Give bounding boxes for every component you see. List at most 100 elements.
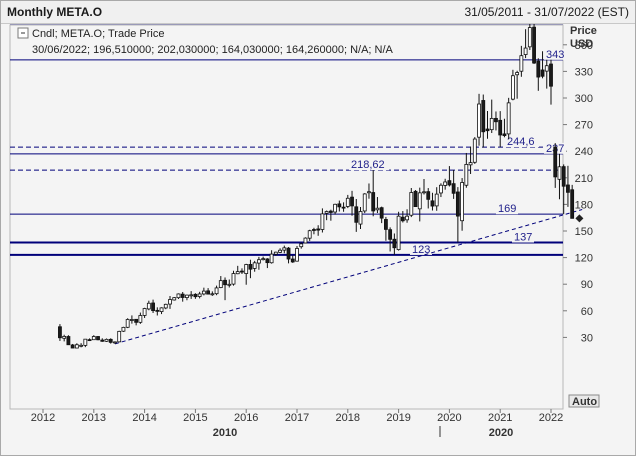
candle — [210, 291, 215, 296]
candle — [244, 263, 249, 285]
price-chart[interactable]: 306090120150180210240270300330360390 384… — [1, 24, 635, 456]
candle-body — [223, 279, 227, 286]
candle-body — [375, 207, 380, 211]
auto-button-label: Auto — [572, 396, 597, 408]
candle-body — [185, 294, 189, 298]
candle — [354, 198, 359, 232]
y-tick-label: 120 — [575, 253, 593, 265]
candle — [519, 45, 524, 77]
candle-body — [388, 229, 393, 240]
candle — [464, 152, 469, 188]
candle-body — [189, 294, 194, 297]
candle-body — [350, 196, 354, 207]
candle — [472, 137, 477, 164]
candle-body — [422, 191, 426, 194]
candle-body — [527, 27, 532, 48]
candle-body — [312, 229, 316, 231]
candle-body — [362, 193, 367, 212]
x-tick-label: 2017 — [285, 412, 309, 424]
candle — [197, 291, 202, 299]
candle-body — [430, 200, 435, 207]
candle — [337, 200, 342, 212]
candle — [142, 307, 147, 318]
candle — [146, 300, 151, 311]
candle-body — [240, 270, 244, 273]
candle-body — [379, 207, 384, 219]
candle-body — [201, 290, 206, 295]
candle-body — [163, 303, 168, 309]
date-range[interactable]: 31/05/2011 - 31/07/2022 (EST) — [464, 5, 629, 19]
candle-body — [129, 319, 134, 321]
candle — [74, 343, 79, 349]
x-major-label: 2020 — [489, 427, 513, 439]
candle — [269, 250, 274, 264]
candle — [367, 183, 371, 199]
candle-body — [74, 344, 79, 349]
price-axis-label: Price — [570, 25, 597, 37]
candle — [544, 59, 549, 89]
candle-body — [58, 326, 62, 339]
level-label: 244,6 — [507, 136, 535, 148]
candle-body — [464, 164, 469, 186]
candle — [350, 190, 354, 216]
candle-body — [117, 330, 122, 343]
candle — [223, 277, 227, 301]
candle-body — [502, 133, 507, 136]
candle-body — [485, 128, 490, 132]
candle-body — [142, 308, 147, 316]
candle — [527, 24, 532, 51]
candle — [104, 338, 109, 342]
x-tick-label: 2018 — [336, 412, 360, 424]
candle-body — [439, 184, 443, 194]
candle-body — [354, 206, 359, 223]
candle-body — [324, 211, 329, 214]
candles — [58, 24, 584, 349]
y-tick-label: 360 — [575, 40, 593, 52]
candle — [151, 299, 155, 314]
candle — [248, 259, 253, 279]
candle-body — [244, 264, 249, 274]
candle — [328, 209, 333, 221]
candle — [358, 206, 363, 230]
candle-body — [455, 191, 460, 217]
candle — [536, 58, 541, 91]
candle — [400, 211, 405, 223]
level-label-bg — [496, 203, 518, 215]
candle — [172, 297, 177, 301]
candle-body — [392, 238, 397, 249]
candle-body — [506, 102, 511, 135]
candle-body — [235, 271, 240, 275]
level-label-bg — [512, 231, 534, 243]
candle-body — [345, 197, 350, 207]
candle-body — [413, 190, 418, 208]
candle — [485, 111, 490, 139]
candle-body — [172, 297, 177, 301]
x-tick-label: 2013 — [82, 412, 106, 424]
auto-scale-button[interactable]: Auto — [568, 394, 600, 408]
candle-body — [87, 339, 92, 342]
candle — [218, 276, 223, 289]
x-tick-label: 2012 — [31, 412, 55, 424]
candle-body — [532, 26, 536, 64]
candle — [494, 111, 498, 131]
candle-body — [566, 184, 570, 193]
candle — [227, 279, 232, 288]
candle — [79, 343, 83, 348]
candle — [299, 242, 304, 249]
candle — [125, 318, 130, 329]
candle — [176, 293, 181, 300]
candle-body — [261, 258, 266, 261]
candle — [252, 260, 257, 272]
level-label-bg — [349, 159, 389, 171]
candle — [417, 187, 422, 222]
candle — [498, 111, 503, 148]
y-tick-label: 150 — [575, 226, 593, 238]
candle-body — [252, 262, 257, 269]
candle-body — [83, 338, 88, 346]
candle — [481, 94, 486, 148]
candle — [515, 70, 520, 99]
candle — [193, 293, 198, 299]
legend-ohlc: 30/06/2022; 196,510000; 202,030000; 164,… — [32, 44, 394, 56]
candle-body — [256, 259, 261, 264]
candle — [58, 324, 62, 341]
